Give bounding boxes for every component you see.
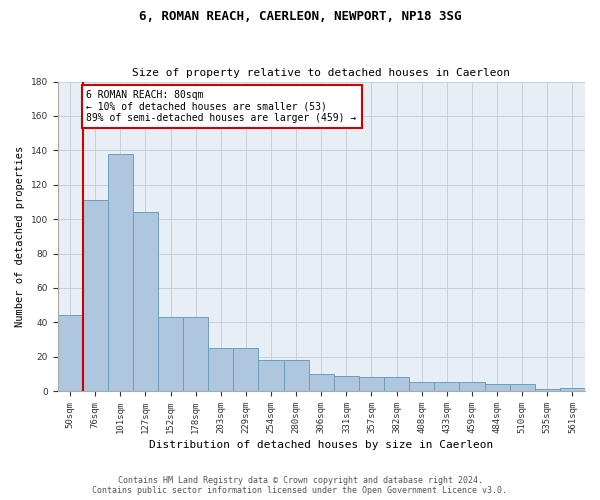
Bar <box>158 317 183 391</box>
Y-axis label: Number of detached properties: Number of detached properties <box>15 146 25 327</box>
Bar <box>535 390 560 391</box>
Bar <box>409 382 434 391</box>
Bar <box>359 378 384 391</box>
Title: Size of property relative to detached houses in Caerleon: Size of property relative to detached ho… <box>132 68 510 78</box>
Bar <box>58 316 83 391</box>
Bar <box>509 384 535 391</box>
Bar <box>434 382 460 391</box>
Bar <box>560 388 585 391</box>
Bar <box>460 382 485 391</box>
Bar <box>108 154 133 391</box>
Bar <box>309 374 334 391</box>
Text: Contains HM Land Registry data © Crown copyright and database right 2024.
Contai: Contains HM Land Registry data © Crown c… <box>92 476 508 495</box>
Bar <box>83 200 108 391</box>
Text: 6, ROMAN REACH, CAERLEON, NEWPORT, NP18 3SG: 6, ROMAN REACH, CAERLEON, NEWPORT, NP18 … <box>139 10 461 23</box>
Bar <box>233 348 259 391</box>
Bar <box>384 378 409 391</box>
Bar <box>259 360 284 391</box>
Bar <box>208 348 233 391</box>
Bar <box>284 360 309 391</box>
Bar <box>133 212 158 391</box>
Bar <box>485 384 509 391</box>
Bar <box>183 317 208 391</box>
Bar <box>334 376 359 391</box>
X-axis label: Distribution of detached houses by size in Caerleon: Distribution of detached houses by size … <box>149 440 493 450</box>
Text: 6 ROMAN REACH: 80sqm
← 10% of detached houses are smaller (53)
89% of semi-detac: 6 ROMAN REACH: 80sqm ← 10% of detached h… <box>86 90 356 124</box>
